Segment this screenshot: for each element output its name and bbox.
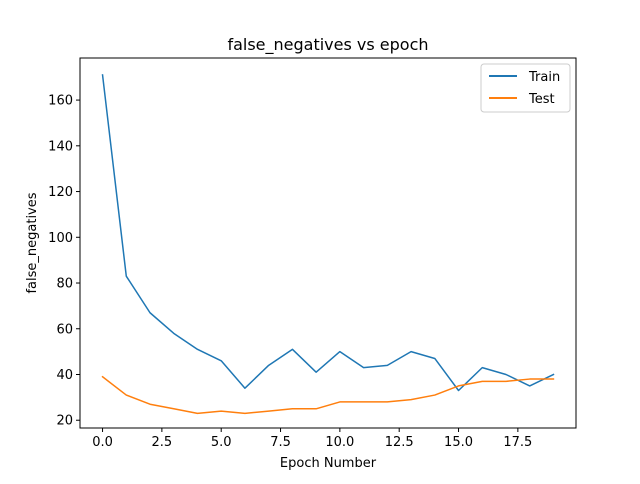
- x-tick-label: 17.5: [503, 435, 532, 450]
- plot-lines: [101, 74, 555, 415]
- y-tick-label: 40: [56, 368, 73, 383]
- y-tick-label: 60: [56, 322, 73, 337]
- x-axis-label: Epoch Number: [280, 456, 377, 471]
- x-tick-label: 0.0: [92, 435, 113, 450]
- legend-label-test: Test: [528, 92, 555, 107]
- x-tick-label: 15.0: [444, 435, 473, 450]
- x-tick-label: 2.5: [152, 435, 173, 450]
- x-tick-label: 10.0: [325, 435, 354, 450]
- legend-label-train: Train: [528, 70, 560, 85]
- plot-frame: [79, 57, 577, 429]
- y-axis-ticks: 20 40 60 80 100 120 140 160: [48, 94, 80, 429]
- series-line-train: [101, 74, 555, 392]
- legend: Train Test: [480, 63, 571, 113]
- y-tick-label: 140: [48, 139, 73, 154]
- y-tick-label: 20: [56, 414, 73, 429]
- y-axis-label: false_negatives: [25, 192, 40, 293]
- chart-title: false_negatives vs epoch: [227, 35, 428, 55]
- y-tick-label: 80: [56, 277, 73, 292]
- y-tick-label: 120: [48, 185, 73, 200]
- x-tick-label: 5.0: [211, 435, 232, 450]
- x-tick-label: 7.5: [270, 435, 291, 450]
- y-tick-label: 100: [48, 231, 73, 246]
- series-line-test: [101, 375, 555, 415]
- x-axis-ticks: 0.0 2.5 5.0 7.5 10.0 12.5 15.0 17.5: [92, 428, 532, 450]
- y-tick-label: 160: [48, 94, 73, 109]
- x-tick-label: 12.5: [385, 435, 414, 450]
